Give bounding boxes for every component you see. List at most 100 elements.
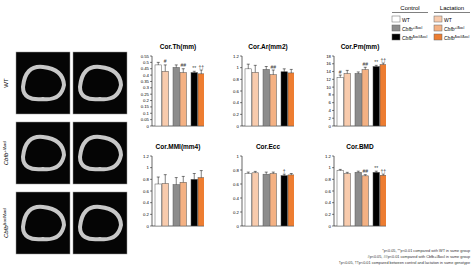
bar [288,175,294,226]
plot-area [337,63,386,126]
error-bar [247,172,250,173]
bar [180,182,187,226]
y-tick-label: 0.35 [141,79,150,84]
bar [162,71,169,126]
y-tick-label: 14 [326,69,331,74]
y-tick-label: 16 [326,61,331,66]
y-tick-label: 0 [237,224,240,229]
legend-swatch [434,16,442,22]
plot-area [245,64,294,126]
chart: Cor.Ar(mm2)00.20.40.60.811.2## [233,43,294,129]
bar [344,74,351,127]
error-bar [283,69,286,72]
y-tick-label: 0.15 [141,104,150,109]
gene-sup: Δocl/Δocl [413,35,428,39]
y-tick-label: 0 [147,124,150,129]
gene-base: WT [3,78,9,88]
gene-base: WT [402,17,410,23]
ct-image [73,192,127,254]
chart-title: Cor.MMI(mm4) [156,143,201,151]
significance: ** [374,59,378,65]
ct-image [73,52,127,114]
y-tick-label: 0.2 [233,210,240,215]
y-tick-label: 1.2 [233,54,240,59]
error-bar [272,70,275,75]
y-axis [334,156,335,226]
y-axis [334,56,335,126]
bar [155,184,162,226]
error-bar [382,63,385,65]
bar [191,73,198,126]
error-bar [290,69,293,73]
error-bar [265,67,268,70]
ct-image [16,192,70,254]
legend-header: Lactation [440,5,464,11]
y-tick-label: 0.6 [325,189,332,194]
y-tick-label: 12 [326,77,331,82]
ct-image [73,122,127,184]
y-tick-label: 6 [329,100,332,105]
error-bar [157,62,160,65]
chart: Cor.MMI(mm4)00.20.40.60.811.2 [143,143,204,229]
gene-base: Cbfb [3,225,9,238]
error-bar [346,70,349,73]
bar [252,173,259,226]
y-axis [242,56,243,126]
y-axis [152,156,153,226]
error-bar [175,178,178,185]
bar [337,171,344,226]
chart-title: Cor.Th(mm) [160,43,196,51]
y-tick-label: 0.2 [143,212,150,217]
y-tick-label: 0.1 [143,111,150,116]
error-bar [254,171,257,172]
legend-swatch [392,25,400,31]
error-bar [265,172,268,174]
bar [355,74,362,127]
y-tick-label: 0.6 [143,189,150,194]
row-label: WT [3,78,9,88]
error-bar [272,172,275,173]
y-tick-label: 0.8 [233,77,240,82]
bar [344,174,351,227]
bar [373,172,380,226]
error-bar [182,176,185,182]
error-bar [182,69,185,73]
y-tick-label: 0 [329,124,332,129]
y-tick-label: 1 [329,165,332,170]
error-bar [346,172,349,173]
bar [362,176,369,226]
bar [270,75,277,126]
significance: ## [270,64,276,70]
error-bar [364,175,367,176]
y-tick-label: 0.2 [233,112,240,117]
y-tick-label: 0.4 [233,100,240,105]
y-tick-label: 1.2 [143,154,150,159]
bone-cortex [80,67,121,99]
error-bar [200,70,203,74]
significance: †† [198,64,204,70]
y-tick-label: 4 [329,108,332,113]
bone-cortex [23,67,64,99]
chart: Cor.Ecc00.20.40.60.81† [233,143,294,229]
legend-swatch [434,34,442,40]
chart-title: Cor.Ecc [256,143,281,150]
error-bar [193,71,196,72]
gene-base: Cbfb [444,35,455,41]
chart: Cor.BMD00.20.40.60.811.2##**†† [325,143,386,229]
bar [362,70,369,126]
significance: ** [374,165,378,171]
error-bar [157,177,160,184]
y-tick-label: 0.4 [233,196,240,201]
error-bar [375,171,378,172]
error-bar [357,171,360,172]
legend-label: CbfbΔocl/Δocl [444,35,469,41]
y-tick-label: 0.55 [141,54,150,59]
error-bar [364,67,367,69]
y-tick-label: 8 [329,92,332,97]
y-tick-label: 0.8 [143,177,150,182]
gene-sup: Δocl/Δocl [2,208,7,226]
error-bar [175,65,178,68]
bar [270,174,277,227]
chart-title: Cor.Pm(mm) [341,43,380,51]
bone-cortex [80,207,121,239]
